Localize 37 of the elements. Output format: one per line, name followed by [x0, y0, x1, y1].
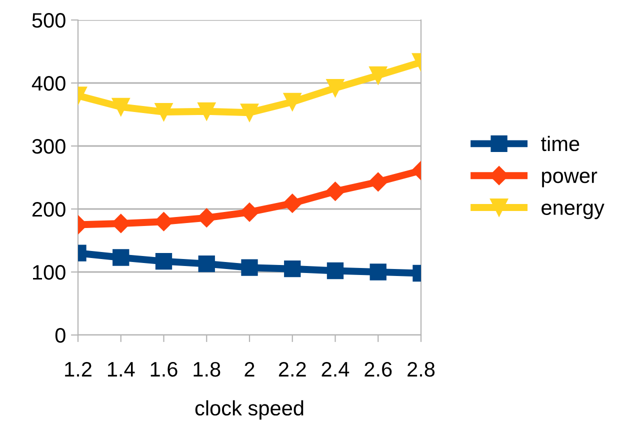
legend-label: time: [541, 136, 580, 152]
x-tick-label: 2.2: [278, 362, 306, 376]
x-tick-label: 1.4: [108, 362, 135, 376]
point: [326, 182, 345, 201]
point: [368, 172, 388, 192]
y-tick-label: 100: [33, 265, 66, 280]
y-tick-label: 0: [55, 328, 66, 343]
legend-label: energy: [542, 204, 604, 220]
x-axis-title: clock speed: [195, 400, 304, 420]
point: [282, 194, 302, 213]
point: [284, 260, 301, 278]
y-tick-label: 500: [32, 13, 66, 28]
point: [326, 262, 344, 280]
point: [241, 259, 258, 276]
point: [240, 202, 260, 222]
point: [112, 98, 130, 116]
x-tick-label: 2.4: [322, 362, 350, 376]
x-tick-label: 1.8: [194, 362, 220, 377]
legend-label: power: [542, 172, 598, 188]
x-tick-label: 2.6: [364, 362, 392, 377]
point: [370, 264, 386, 280]
x-tick-label: 1.6: [150, 362, 178, 377]
x-tick-label: 2.8: [408, 362, 435, 377]
point: [283, 92, 302, 111]
y-tick-label: 300: [32, 139, 66, 154]
point: [154, 102, 173, 122]
point: [155, 252, 172, 270]
point: [240, 104, 259, 122]
point: [198, 102, 216, 120]
point: [198, 255, 215, 272]
y-tick-label: 200: [32, 202, 66, 217]
x-tick-label: 2: [244, 362, 254, 376]
point: [326, 79, 344, 98]
point: [112, 249, 130, 266]
x-tick-label: 1.2: [65, 362, 92, 376]
y-tick-label: 400: [32, 76, 66, 91]
point: [369, 66, 388, 84]
